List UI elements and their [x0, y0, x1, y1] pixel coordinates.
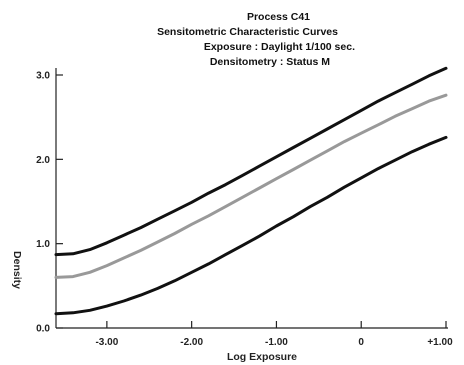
- series-line-2: [54, 93, 448, 279]
- title-line-1: Process C41: [247, 11, 310, 23]
- x-axis-label: Log Exposure: [227, 351, 297, 363]
- x-tick-label: 0: [358, 337, 364, 348]
- y-axis-ticks: 0.0 1.0 2.0 3.0: [36, 71, 63, 335]
- title-line-2: Sensitometric Characteristic Curves: [157, 26, 338, 38]
- y-axis-label: Density: [11, 251, 23, 289]
- title-line-3: Exposure : Daylight 1/100 sec.: [204, 41, 355, 53]
- y-tick-label: 3.0: [36, 71, 50, 82]
- x-axis-ticks: -3.00 -2.00 -1.00 0 +1.00: [95, 321, 453, 348]
- x-tick-label: -3.00: [95, 337, 118, 348]
- chart-title: Process C41 Sensitometric Characteristic…: [157, 11, 355, 68]
- x-tick-label: -1.00: [265, 337, 288, 348]
- y-tick-label: 2.0: [36, 155, 50, 166]
- series-group: [54, 66, 448, 316]
- x-tick-label: +1.00: [427, 337, 453, 348]
- y-tick-label: 0.0: [36, 324, 50, 335]
- y-tick-label: 1.0: [36, 239, 50, 250]
- series-line-1: [54, 66, 448, 257]
- x-tick-label: -2.00: [180, 337, 203, 348]
- title-line-4: Densitometry : Status M: [210, 56, 330, 68]
- series-line-3: [54, 135, 448, 316]
